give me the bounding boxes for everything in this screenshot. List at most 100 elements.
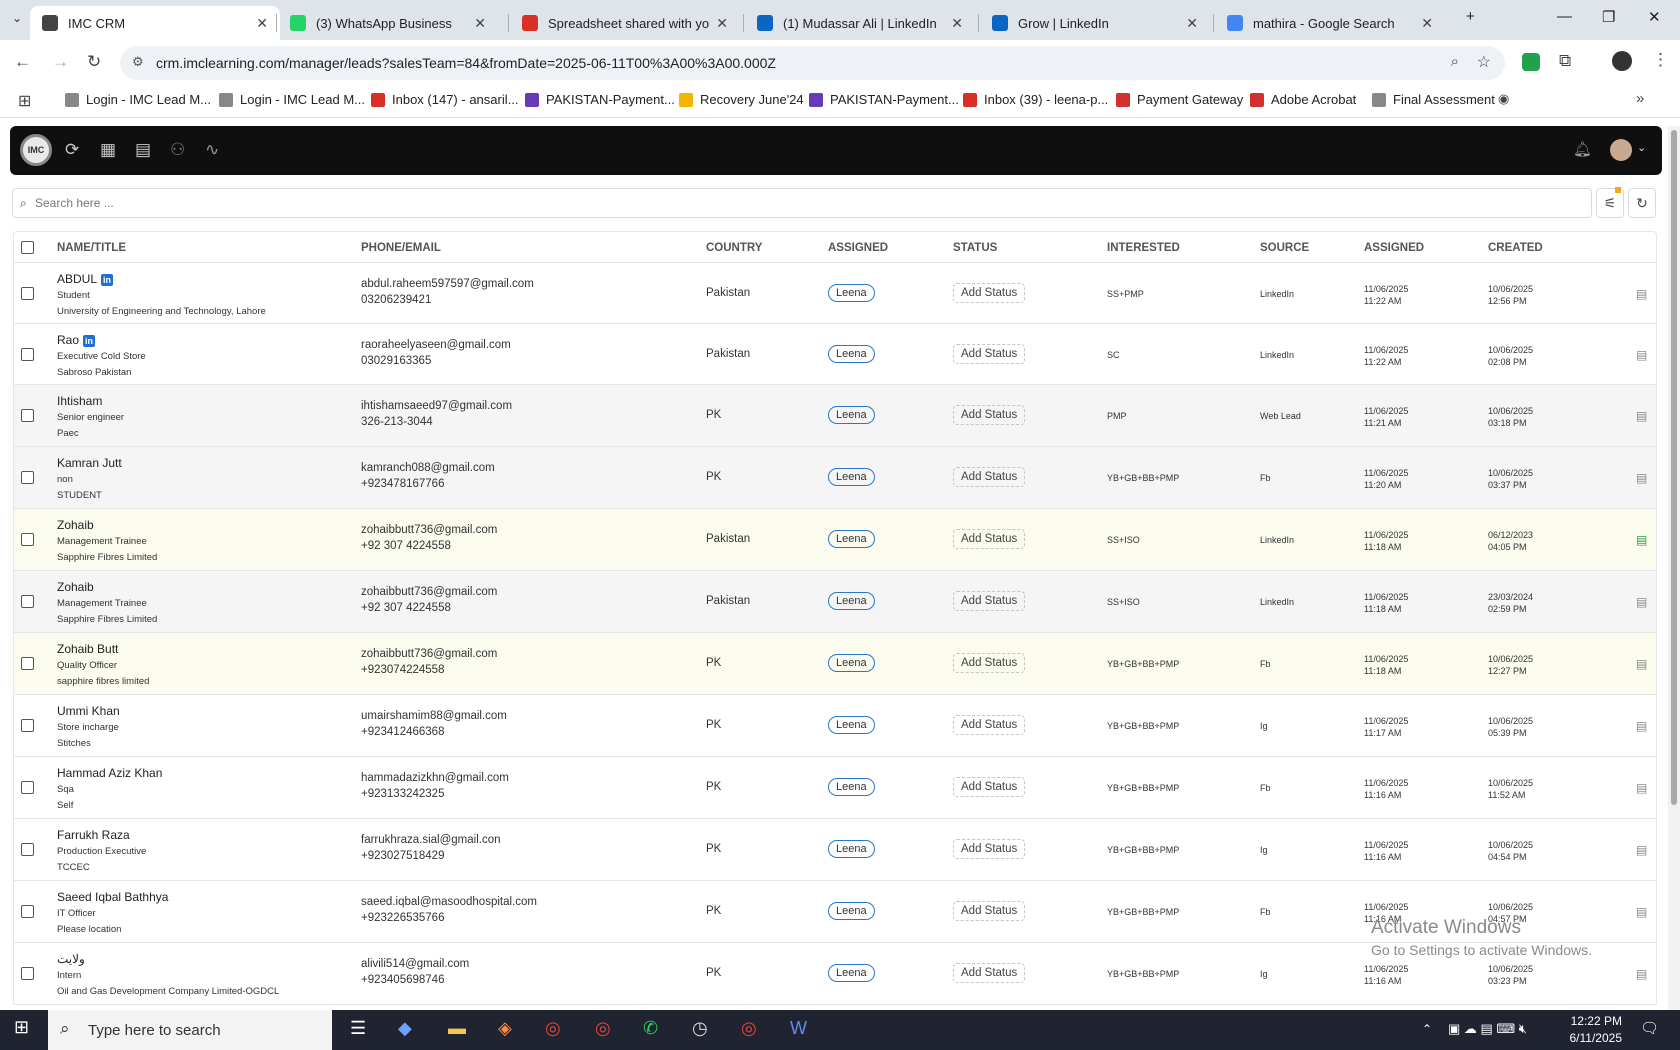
table-row[interactable]: Saeed Iqbal Bathhya IT Officer Please lo…: [13, 881, 1657, 943]
lead-phone[interactable]: +923027518429: [361, 850, 445, 862]
bell-icon[interactable]: 🔔︎: [1573, 141, 1593, 158]
notification-icon[interactable]: 🗨︎: [1640, 1020, 1660, 1037]
calendar-icon[interactable]: ▦: [100, 140, 117, 159]
tray-chevron-icon[interactable]: ⌃: [1422, 1022, 1433, 1036]
lead-search-input[interactable]: ⌕ Search here ...: [12, 188, 1592, 218]
lead-phone[interactable]: +923074224558: [361, 664, 445, 676]
tab-close-icon[interactable]: ✕: [1421, 14, 1433, 31]
table-row[interactable]: ولایت Intern Oil and Gas Development Com…: [13, 943, 1657, 1005]
lead-name[interactable]: Zohaib Butt: [57, 642, 119, 656]
browser-tab[interactable]: Spreadsheet shared with you: " ✕: [510, 6, 740, 40]
add-status-button[interactable]: Add Status: [953, 283, 1026, 303]
reload-icon[interactable]: ↻: [87, 52, 102, 71]
assigned-badge[interactable]: Leena: [828, 468, 875, 486]
refresh-nav-icon[interactable]: ⟳: [65, 140, 80, 159]
clock-time[interactable]: 12:22 PM: [1570, 1014, 1622, 1028]
browser-tab[interactable]: Grow | LinkedIn ✕: [980, 6, 1210, 40]
add-status-button[interactable]: Add Status: [953, 344, 1026, 364]
close-window-icon[interactable]: ✕: [1648, 9, 1661, 26]
lead-phone[interactable]: +923478167766: [361, 478, 445, 490]
minimize-icon[interactable]: —: [1557, 8, 1572, 25]
add-status-button[interactable]: Add Status: [953, 405, 1026, 425]
assigned-badge[interactable]: Leena: [828, 964, 875, 982]
bookmark-item[interactable]: Adobe Acrobat: [1250, 92, 1356, 107]
tab-close-icon[interactable]: ✕: [256, 14, 268, 31]
browser-menu-icon[interactable]: ⋮: [1652, 50, 1669, 69]
tab-close-icon[interactable]: ✕: [951, 14, 963, 31]
profile-avatar[interactable]: [1612, 51, 1632, 71]
tray-icons[interactable]: ▣ ☁ ▤ ⌨ 🔇︎: [1448, 1021, 1527, 1036]
app-icon[interactable]: ◈: [498, 1018, 512, 1038]
lead-name[interactable]: Zohaib: [57, 580, 94, 594]
lead-phone[interactable]: +923133242325: [361, 788, 445, 800]
notes-icon[interactable]: ▤: [1636, 719, 1648, 733]
row-checkbox[interactable]: [21, 471, 34, 484]
tab-close-icon[interactable]: ✕: [1186, 14, 1198, 31]
site-info-icon[interactable]: ⚙: [132, 54, 144, 69]
col-source[interactable]: SOURCE: [1260, 242, 1310, 254]
browser-tab[interactable]: IMC CRM ✕: [30, 6, 280, 40]
notes-icon[interactable]: ▤: [1636, 409, 1648, 423]
add-status-button[interactable]: Add Status: [953, 715, 1026, 735]
lead-name[interactable]: Farrukh Raza: [57, 828, 130, 842]
taskbar-search[interactable]: ⌕ Type here to search: [48, 1010, 332, 1050]
forward-icon[interactable]: →: [52, 52, 69, 71]
extensions-icon[interactable]: ⧉: [1559, 51, 1572, 70]
add-status-button[interactable]: Add Status: [953, 777, 1026, 797]
extension-green-icon[interactable]: [1522, 53, 1540, 71]
new-tab-icon[interactable]: +: [1466, 8, 1475, 25]
more-bookmarks-icon[interactable]: »: [1636, 90, 1645, 107]
refresh-button[interactable]: ↻: [1628, 188, 1656, 218]
filter-button[interactable]: ⚟: [1596, 187, 1624, 218]
row-checkbox[interactable]: [21, 287, 34, 300]
assigned-badge[interactable]: Leena: [828, 778, 875, 796]
lead-email[interactable]: farrukhraza.sial@gmail.con: [361, 834, 501, 846]
imc-logo[interactable]: IMC: [20, 134, 52, 166]
lead-name[interactable]: Zohaib: [57, 518, 94, 532]
assigned-badge[interactable]: Leena: [828, 716, 875, 734]
clock-date[interactable]: 6/11/2025: [1569, 1031, 1623, 1045]
add-status-button[interactable]: Add Status: [953, 653, 1026, 673]
notes-icon[interactable]: ▤: [1636, 905, 1648, 919]
table-row[interactable]: ABDUL in Student University of Engineerin…: [13, 263, 1657, 324]
notes-icon[interactable]: ▤: [1636, 967, 1648, 981]
notes-icon[interactable]: ▤: [1636, 287, 1648, 301]
clock-app-icon[interactable]: ◷: [692, 1018, 708, 1038]
bookmark-item[interactable]: Inbox (39) - leena-p...: [963, 92, 1108, 107]
browser-tab[interactable]: mathira - Google Search ✕: [1215, 6, 1445, 40]
tab-close-icon[interactable]: ✕: [716, 14, 728, 31]
table-row[interactable]: Kamran Jutt non STUDENT kamranch088@gmai…: [13, 447, 1657, 509]
lead-email[interactable]: zohaibbutt736@gmail.com: [361, 524, 498, 536]
row-checkbox[interactable]: [21, 348, 34, 361]
lead-email[interactable]: kamranch088@gmail.com: [361, 462, 495, 474]
add-status-button[interactable]: Add Status: [953, 591, 1026, 611]
lead-phone[interactable]: 326-213-3044: [361, 416, 433, 428]
url-input[interactable]: ⚙ crm.imclearning.com/manager/leads?sale…: [120, 46, 1505, 80]
col-phone[interactable]: PHONE/EMAIL: [361, 242, 441, 254]
lead-email[interactable]: ihtishamsaeed97@gmail.com: [361, 400, 513, 412]
tab-search-icon[interactable]: ⌄: [12, 11, 23, 25]
lead-name[interactable]: ABDUL in: [57, 272, 114, 286]
document-icon[interactable]: ▤: [135, 140, 152, 159]
col-assigned-date[interactable]: ASSIGNED: [1364, 242, 1425, 254]
lead-name[interactable]: Ihtisham: [57, 394, 103, 408]
zoom-icon[interactable]: ⌕: [1450, 53, 1459, 70]
col-status[interactable]: STATUS: [953, 242, 998, 254]
table-row[interactable]: Ihtisham Senior engineer Paec ihtishamsa…: [13, 385, 1657, 447]
lead-phone[interactable]: +92 307 4224558: [361, 540, 451, 552]
notes-icon[interactable]: ▤: [1636, 843, 1648, 857]
lead-name[interactable]: Kamran Jutt: [57, 456, 122, 470]
assigned-badge[interactable]: Leena: [828, 840, 875, 858]
bookmark-item[interactable]: Login - IMC Lead M...: [219, 92, 365, 107]
task-view-icon[interactable]: ☰: [350, 1018, 367, 1038]
assigned-badge[interactable]: Leena: [828, 654, 875, 672]
apps-grid-icon[interactable]: ⊞: [18, 93, 32, 110]
add-status-button[interactable]: Add Status: [953, 467, 1026, 487]
assigned-badge[interactable]: Leena: [828, 592, 875, 610]
notes-icon[interactable]: ▤: [1636, 348, 1648, 362]
lead-phone[interactable]: +92 307 4224558: [361, 602, 451, 614]
row-checkbox[interactable]: [21, 409, 34, 422]
col-assigned[interactable]: ASSIGNED: [828, 242, 889, 254]
lead-email[interactable]: saeed.iqbal@masoodhospital.com: [361, 896, 537, 908]
col-interested[interactable]: INTERESTED: [1107, 242, 1180, 254]
